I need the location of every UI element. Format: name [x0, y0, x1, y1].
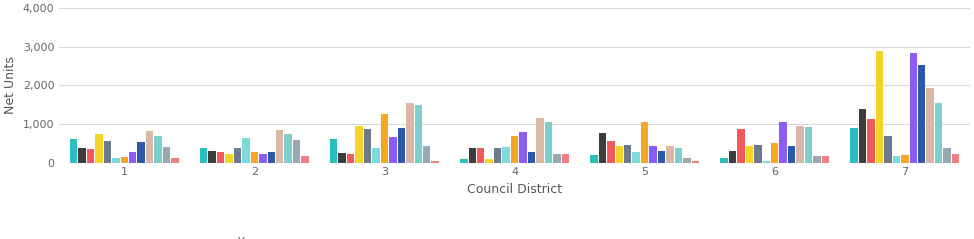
Bar: [779, 122, 787, 163]
Bar: [813, 156, 821, 163]
Bar: [892, 156, 900, 163]
Bar: [641, 122, 649, 163]
Bar: [797, 126, 804, 163]
Bar: [692, 161, 699, 163]
Bar: [301, 156, 309, 163]
Bar: [910, 53, 917, 163]
Bar: [284, 134, 292, 163]
Bar: [683, 158, 691, 163]
Bar: [137, 142, 145, 163]
Bar: [657, 151, 665, 163]
Bar: [528, 152, 535, 163]
Bar: [163, 147, 170, 163]
Bar: [95, 134, 102, 163]
Bar: [666, 146, 674, 163]
Bar: [485, 159, 493, 163]
Bar: [477, 148, 484, 163]
Bar: [234, 148, 242, 163]
Bar: [347, 154, 355, 163]
Bar: [675, 148, 682, 163]
Bar: [510, 136, 518, 163]
Bar: [850, 128, 858, 163]
Bar: [250, 152, 258, 163]
Bar: [720, 158, 728, 163]
Bar: [805, 127, 812, 163]
Bar: [935, 103, 942, 163]
Bar: [208, 151, 216, 163]
Bar: [926, 88, 934, 163]
Bar: [859, 109, 866, 163]
Y-axis label: Net Units: Net Units: [4, 56, 18, 114]
Bar: [788, 146, 796, 163]
Bar: [918, 65, 925, 163]
Bar: [944, 148, 951, 163]
Bar: [494, 148, 502, 163]
Bar: [87, 149, 94, 163]
Bar: [276, 130, 283, 163]
Bar: [650, 146, 656, 163]
Bar: [146, 131, 153, 163]
Bar: [225, 154, 233, 163]
Bar: [129, 152, 136, 163]
Legend: 2006, 2007, 2008, 2009, 2010, 2011, 2012, 2013, 2014, 2015, 2016, 2017, 2018: 2006, 2007, 2008, 2009, 2010, 2011, 2012…: [234, 233, 796, 239]
Bar: [632, 152, 640, 163]
Bar: [112, 158, 120, 163]
Bar: [624, 145, 631, 163]
Bar: [338, 153, 346, 163]
Bar: [754, 145, 762, 163]
Bar: [390, 137, 396, 163]
Bar: [771, 143, 778, 163]
Bar: [217, 152, 224, 163]
Bar: [536, 118, 543, 163]
Bar: [763, 161, 770, 163]
Bar: [364, 129, 371, 163]
Bar: [616, 146, 623, 163]
Bar: [103, 141, 111, 163]
Bar: [468, 148, 476, 163]
Bar: [737, 129, 744, 163]
Bar: [293, 140, 300, 163]
X-axis label: Council District: Council District: [467, 183, 562, 196]
Bar: [356, 126, 362, 163]
Bar: [884, 136, 891, 163]
Bar: [901, 155, 909, 163]
Bar: [330, 139, 337, 163]
Bar: [372, 148, 380, 163]
Bar: [822, 156, 829, 163]
Bar: [200, 148, 207, 163]
Bar: [746, 146, 753, 163]
Bar: [78, 148, 86, 163]
Bar: [519, 132, 527, 163]
Bar: [259, 154, 267, 163]
Bar: [876, 51, 883, 163]
Bar: [268, 152, 275, 163]
Bar: [952, 154, 959, 163]
Bar: [121, 157, 128, 163]
Bar: [171, 158, 178, 163]
Bar: [562, 154, 569, 163]
Bar: [460, 159, 468, 163]
Bar: [599, 133, 606, 163]
Bar: [729, 151, 736, 163]
Bar: [154, 136, 162, 163]
Bar: [590, 155, 598, 163]
Bar: [423, 146, 431, 163]
Bar: [544, 122, 552, 163]
Bar: [243, 138, 249, 163]
Bar: [867, 119, 875, 163]
Bar: [406, 103, 414, 163]
Bar: [397, 128, 405, 163]
Bar: [431, 161, 439, 163]
Bar: [381, 114, 389, 163]
Bar: [607, 141, 615, 163]
Bar: [415, 105, 422, 163]
Bar: [503, 147, 509, 163]
Bar: [553, 154, 560, 163]
Bar: [70, 139, 77, 163]
